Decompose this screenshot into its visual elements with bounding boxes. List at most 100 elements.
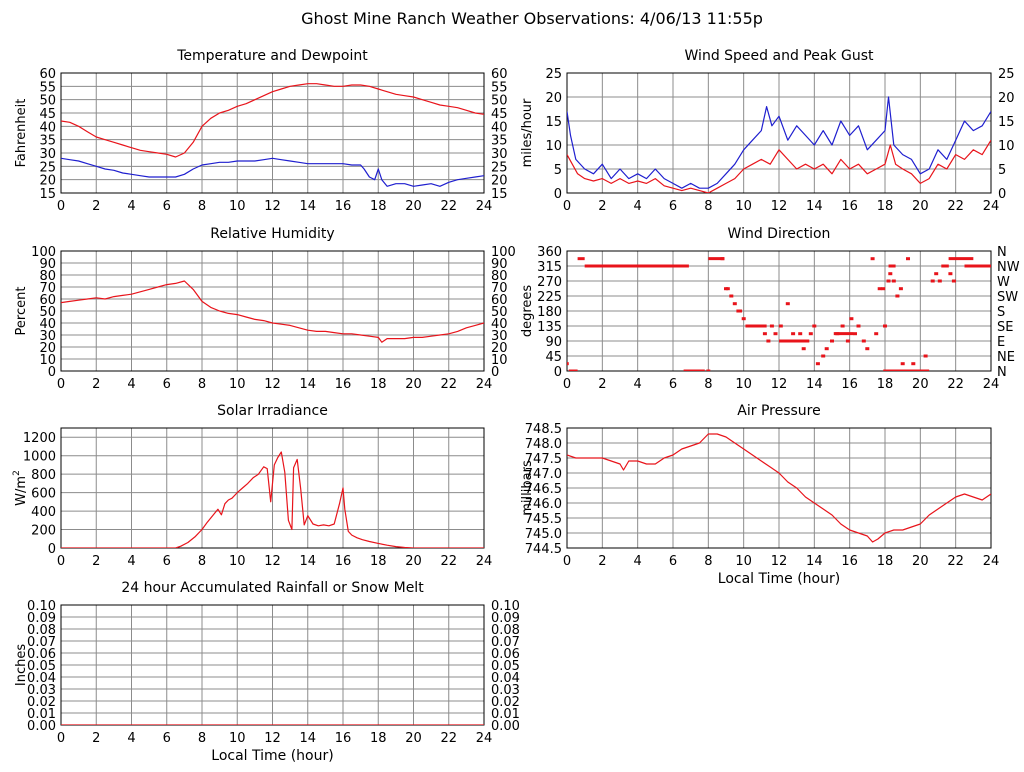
y-tick-label-right: 25 <box>491 160 508 175</box>
y-tick-label-right: 25 <box>998 67 1015 82</box>
x-tick-label: 0 <box>57 731 65 746</box>
y-tick-label: 20 <box>545 91 562 106</box>
direction-point <box>853 332 857 336</box>
x-tick-label: 22 <box>440 554 457 569</box>
chart-title: Wind Speed and Peak Gust <box>685 48 874 64</box>
direction-point <box>815 362 820 366</box>
x-tick-label: 16 <box>335 554 352 569</box>
direction-point <box>769 324 774 328</box>
x-tick-label: 22 <box>440 377 457 392</box>
y-tick-label-right: 10 <box>998 139 1015 154</box>
y-tick-label: 748.0 <box>525 437 562 452</box>
y-tick-label-right: 15 <box>491 187 508 202</box>
y-tick-label: 45 <box>39 107 56 122</box>
y-tick-label: 180 <box>537 305 562 320</box>
y-axis-label: Inches <box>14 644 29 686</box>
x-tick-label: 8 <box>704 377 712 392</box>
x-tick-label: 8 <box>198 377 206 392</box>
x-tick-label: 4 <box>127 731 135 746</box>
direction-point <box>840 324 845 328</box>
x-tick-label: 12 <box>771 199 788 214</box>
y-tick-label-right: 30 <box>491 147 508 162</box>
x-tick-label: 8 <box>704 554 712 569</box>
direction-point <box>874 332 879 336</box>
x-tick-label: 20 <box>912 377 929 392</box>
y-tick-label: 35 <box>39 134 56 149</box>
y-tick-label: 55 <box>39 80 56 95</box>
y-tick-label: 600 <box>31 487 56 502</box>
y-tick-label: 745.5 <box>525 512 562 527</box>
y-axis-label: Fahrenheit <box>14 99 29 168</box>
direction-point <box>706 369 711 371</box>
direction-point <box>948 272 953 276</box>
direction-point <box>870 257 875 261</box>
y-tick-label-right: 0 <box>491 365 499 380</box>
y-tick-label: 747.0 <box>525 467 562 482</box>
y-tick-label: 0.09 <box>27 611 56 626</box>
x-tick-label: 4 <box>634 199 642 214</box>
y-tick-label: 25 <box>545 67 562 82</box>
plot-area <box>61 280 484 343</box>
x-tick-label: 20 <box>405 554 422 569</box>
direction-point <box>778 324 783 328</box>
page-title: Ghost Mine Ranch Weather Observations: 4… <box>301 9 763 28</box>
direction-point <box>791 332 796 336</box>
y-tick-label: 90 <box>39 257 56 272</box>
x-tick-label: 12 <box>264 731 281 746</box>
x-tick-label: 12 <box>264 377 281 392</box>
direction-point <box>911 362 916 366</box>
y-tick-label-right: 0.08 <box>491 623 520 638</box>
direction-point <box>805 339 810 343</box>
y-axis-label: miles/hour <box>520 98 535 167</box>
plot-frame <box>60 250 485 372</box>
y-tick-label: 0.10 <box>27 599 56 614</box>
y-tick-label: 0.07 <box>27 635 56 650</box>
x-tick-label: 24 <box>476 377 493 392</box>
direction-point <box>895 294 900 298</box>
y-tick-label: 1000 <box>23 450 56 465</box>
y-tick-label: 50 <box>39 94 56 109</box>
x-tick-label: 2 <box>92 199 100 214</box>
y-tick-label: 747.5 <box>525 452 562 467</box>
x-tick-label: 12 <box>771 377 788 392</box>
y-tick-label: 360 <box>537 245 562 260</box>
x-tick-label: 4 <box>127 199 135 214</box>
plot-area <box>567 257 991 371</box>
y-tick-label: 20 <box>39 341 56 356</box>
y-tick-label: 200 <box>31 524 56 539</box>
direction-point <box>821 354 826 358</box>
x-tick-label: 2 <box>92 377 100 392</box>
x-tick-label: 0 <box>57 554 65 569</box>
direction-point <box>906 257 910 261</box>
series-line-blue <box>567 96 991 189</box>
y-tick-label: 0.02 <box>27 695 56 710</box>
x-tick-label: 8 <box>198 731 206 746</box>
direction-point <box>773 332 778 336</box>
y-tick-label: 800 <box>31 468 56 483</box>
y-tick-label-right: 40 <box>491 120 508 135</box>
x-tick-label: 10 <box>735 554 752 569</box>
x-tick-label: 6 <box>163 731 171 746</box>
y-tick-label: 0.08 <box>27 623 56 638</box>
y-tick-label: 744.5 <box>525 542 562 557</box>
y-tick-label-right: 30 <box>491 329 508 344</box>
x-tick-label: 12 <box>264 199 281 214</box>
direction-point <box>835 332 840 336</box>
direction-point <box>930 279 935 283</box>
y-tick-label: 10 <box>545 139 562 154</box>
y-tick-label-right: 20 <box>491 174 508 189</box>
y-tick-label: 10 <box>39 353 56 368</box>
direction-point <box>881 287 886 291</box>
x-tick-label: 20 <box>405 199 422 214</box>
x-tick-label: 8 <box>198 554 206 569</box>
chart-title: Wind Direction <box>728 226 831 242</box>
y-tick-label: 0 <box>48 542 56 557</box>
direction-point <box>849 317 854 321</box>
direction-point <box>944 264 949 268</box>
chart-title: Air Pressure <box>737 403 820 419</box>
x-tick-label: 8 <box>704 199 712 214</box>
